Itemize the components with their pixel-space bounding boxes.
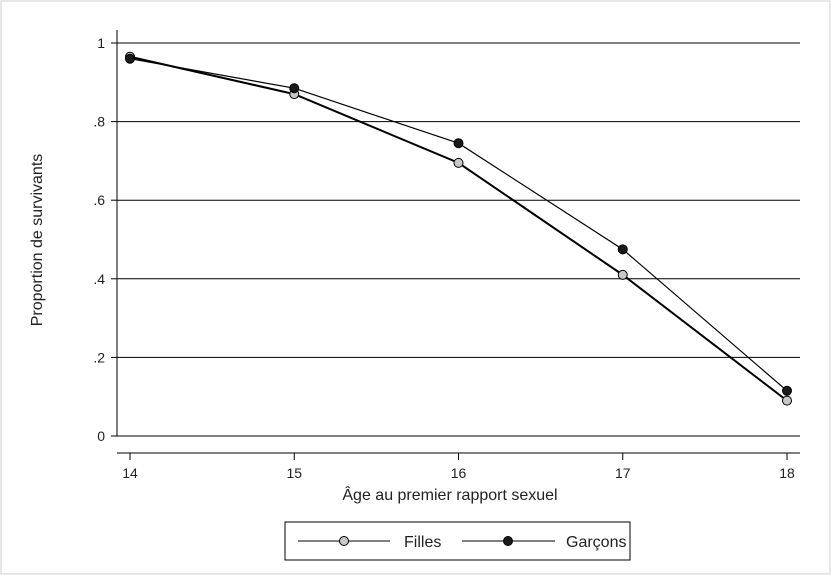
y-ticks: 0 .2 .4 .6 .8 1 bbox=[93, 35, 117, 444]
gridlines bbox=[117, 42, 800, 437]
x-tick-label-3: 17 bbox=[615, 465, 631, 481]
series-0-point-2 bbox=[453, 157, 464, 168]
y-tick-label-2: .4 bbox=[93, 271, 105, 287]
series-1-point-2 bbox=[453, 138, 464, 149]
x-tick-label-2: 16 bbox=[451, 465, 467, 481]
legend-label-filles: Filles bbox=[404, 534, 441, 551]
legend: Filles Garçons bbox=[284, 521, 631, 561]
series-0-point-3 bbox=[617, 269, 628, 280]
series-1-point-4 bbox=[782, 385, 792, 396]
legend-marker-garcons bbox=[503, 536, 513, 546]
series-points bbox=[125, 51, 792, 406]
series-1-point-1 bbox=[289, 83, 300, 94]
y-tick-label-0: 0 bbox=[97, 428, 105, 444]
x-tick-label-0: 14 bbox=[122, 465, 138, 481]
y-tick-label-3: .6 bbox=[93, 192, 105, 208]
y-tick-label-5: 1 bbox=[97, 35, 105, 51]
legend-marker-filles bbox=[339, 536, 349, 546]
x-tick-label-1: 15 bbox=[286, 465, 302, 481]
y-tick-label-4: .8 bbox=[93, 114, 105, 130]
series-1-point-0 bbox=[125, 53, 135, 64]
x-tick-label-4: 18 bbox=[779, 465, 795, 481]
legend-item-garcons: Garçons bbox=[462, 534, 626, 551]
y-tick-label-1: .2 bbox=[93, 349, 105, 365]
x-ticks: 14 15 16 17 18 bbox=[122, 453, 795, 481]
x-axis-title: Âge au premier rapport sexuel bbox=[342, 485, 557, 504]
legend-item-filles: Filles bbox=[298, 534, 441, 551]
legend-label-garcons: Garçons bbox=[566, 534, 626, 551]
series-0-point-4 bbox=[782, 395, 792, 406]
y-axis-title: Proportion de survivants bbox=[29, 154, 46, 327]
series-1-point-3 bbox=[617, 244, 628, 255]
